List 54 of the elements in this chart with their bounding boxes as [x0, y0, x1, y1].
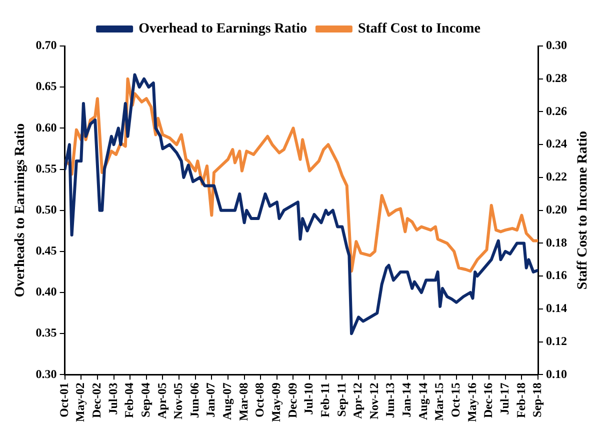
y2-tick-label: 0.30 — [546, 38, 567, 52]
y-tick-label: 0.70 — [36, 38, 57, 52]
y-tick-label: 0.45 — [36, 244, 57, 258]
y2-tick-label: 0.22 — [546, 170, 567, 184]
x-tick-label: Aug-07 — [220, 382, 234, 420]
legend-label: Staff Cost to Income — [358, 22, 480, 37]
x-tick-label: Jul-10 — [302, 382, 316, 415]
x-tick-label: Dec-09 — [285, 382, 300, 418]
x-tick-label: Jul-17 — [497, 382, 512, 415]
x-tick-label: Oct-01 — [56, 382, 71, 418]
x-tick-label: Dec-02 — [90, 382, 104, 418]
x-tick-label: May-16 — [464, 382, 479, 422]
y-tick-label: 0.40 — [36, 284, 57, 299]
x-tick-label: Mar-08 — [236, 382, 250, 421]
x-tick-label: Jun-06 — [187, 382, 202, 418]
x-tick-label: Jun-13 — [383, 382, 398, 418]
y-tick-label: 0.60 — [36, 120, 57, 134]
x-tick-label: Feb-04 — [122, 382, 136, 418]
x-tick-label: Oct-08 — [252, 382, 267, 418]
x-tick-label: Oct-15 — [448, 382, 463, 418]
x-tick-label: Jan-07 — [204, 382, 218, 418]
y-tick-label: 0.30 — [36, 366, 57, 381]
x-tick-label: Nov-12 — [366, 382, 381, 420]
legend-label: Overhead to Earnings Ratio — [138, 22, 307, 37]
x-tick-label: Feb-11 — [318, 382, 332, 418]
x-tick-label: Aug-14 — [416, 382, 430, 420]
x-tick-label: Apr-12 — [350, 382, 365, 419]
y2-tick-label: 0.26 — [546, 104, 567, 118]
y-tick-label: 0.65 — [36, 79, 57, 94]
x-tick-label: Sep-11 — [334, 382, 348, 417]
x-tick-label: Sep-04 — [138, 382, 152, 418]
y2-tick-label: 0.12 — [546, 334, 567, 348]
y-axis-title: Overheads to Earnings Ratio — [13, 123, 28, 298]
x-tick-label: Dec-16 — [481, 382, 496, 418]
x-tick-label: Feb-18 — [514, 382, 528, 418]
y2-tick-label: 0.18 — [546, 235, 567, 250]
y2-tick-label: 0.16 — [546, 268, 567, 282]
y2-axis-title: Staff Cost to Income Ratio — [576, 131, 591, 290]
x-tick-label: Jan-14 — [400, 382, 414, 418]
x-tick-label: May-09 — [269, 382, 284, 422]
x-tick-label: May-02 — [73, 382, 88, 422]
y2-tick-label: 0.20 — [546, 202, 567, 216]
y2-tick-label: 0.10 — [546, 366, 567, 381]
y2-tick-label: 0.28 — [546, 70, 567, 85]
y-tick-label: 0.35 — [36, 326, 57, 340]
x-tick-label: Nov-05 — [171, 382, 186, 420]
x-tick-label: Apr-05 — [154, 382, 169, 419]
y-tick-label: 0.50 — [36, 202, 57, 216]
x-tick-label: Mar-15 — [432, 382, 446, 421]
x-tick-label: Sep-18 — [530, 382, 544, 418]
x-tick-label: Jul-03 — [106, 382, 120, 415]
y-tick-label: 0.55 — [36, 161, 57, 176]
y2-tick-label: 0.14 — [546, 301, 567, 316]
y2-tick-label: 0.24 — [546, 136, 567, 151]
